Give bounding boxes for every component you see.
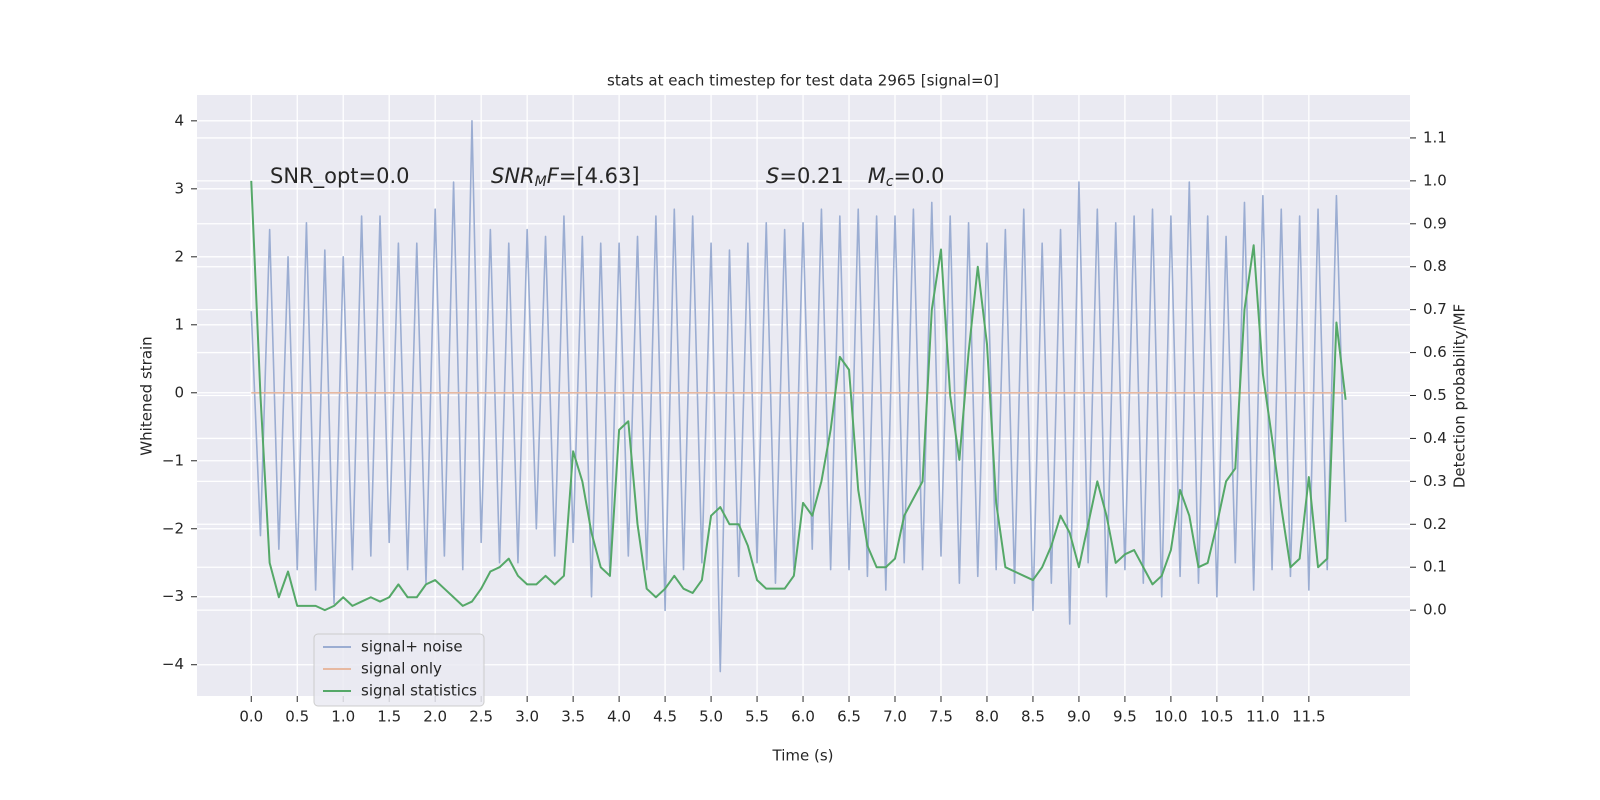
annotation-text: F <box>547 164 560 188</box>
y2-tick-label: 0.9 <box>1423 214 1447 232</box>
x-tick-label: 0.5 <box>285 708 309 726</box>
y2-tick-label: 1.0 <box>1423 171 1447 189</box>
chart-title: stats at each timestep for test data 296… <box>607 72 999 90</box>
y-axis-label: Whitened strain <box>138 336 156 455</box>
y2-tick-label: 0.2 <box>1423 515 1447 533</box>
x-tick-label: 4.5 <box>653 708 677 726</box>
x-tick-label: 11.0 <box>1246 708 1279 726</box>
annotation-text: =0.21 <box>779 164 843 188</box>
y-tick-label: −4 <box>162 655 184 673</box>
x-tick-label: 11.5 <box>1292 708 1325 726</box>
x-tick-label: 1.5 <box>377 708 401 726</box>
y-tick-label: 1 <box>174 315 184 333</box>
annotation: S=0.21 Mc=0.0 <box>766 164 945 190</box>
y2-tick-label: 0.5 <box>1423 386 1447 404</box>
x-tick-label: 7.5 <box>929 708 953 726</box>
y2-tick-label: 0.0 <box>1423 601 1447 619</box>
y2-tick-label: 0.8 <box>1423 257 1447 275</box>
y2-tick-label: 0.6 <box>1423 343 1447 361</box>
x-tick-label: 2.5 <box>469 708 493 726</box>
series-line <box>250 180 1347 612</box>
x-tick-label: 9.5 <box>1113 708 1137 726</box>
legend-label: signal only <box>361 660 442 678</box>
y2-tick-label: 0.1 <box>1423 558 1447 576</box>
x-tick-label: 0.0 <box>239 708 263 726</box>
x-tick-label: 3.5 <box>561 708 585 726</box>
y2-tick-label: 0.7 <box>1423 300 1447 318</box>
annotation-text: M <box>535 174 547 190</box>
y-tick-label: −2 <box>162 519 184 537</box>
legend-label: signal+ noise <box>361 638 463 656</box>
x-tick-label: 3.0 <box>515 708 539 726</box>
x-tick-label: 5.0 <box>699 708 723 726</box>
x-tick-label: 6.5 <box>837 708 861 726</box>
annotation-text: M <box>868 164 886 188</box>
annotation-text: =0.0 <box>894 164 945 188</box>
series-line <box>250 120 1347 673</box>
x-tick-label: 10.0 <box>1154 708 1187 726</box>
x-tick-label: 1.0 <box>331 708 355 726</box>
y2-tick-label: 0.4 <box>1423 429 1447 447</box>
x-tick-label: 10.5 <box>1200 708 1233 726</box>
x-tick-label: 4.0 <box>607 708 631 726</box>
annotation-text: SNR_opt=0.0 <box>270 164 410 189</box>
y2-tick-label: 1.1 <box>1423 128 1447 146</box>
y-tick-label: 4 <box>174 111 184 129</box>
annotation: SNRMF=[4.63] <box>491 164 640 190</box>
y-tick-label: 3 <box>174 179 184 197</box>
x-tick-label: 6.0 <box>791 708 815 726</box>
y-tick-label: −3 <box>162 587 184 605</box>
annotation: SNR_opt=0.0 <box>270 164 410 189</box>
x-tick-label: 8.0 <box>975 708 999 726</box>
x-tick-label: 7.0 <box>883 708 907 726</box>
y2-tick-label: 0.3 <box>1423 472 1447 490</box>
y-tick-label: −1 <box>162 451 184 469</box>
legend-label: signal statistics <box>361 682 477 700</box>
annotation-text: c <box>886 174 894 190</box>
annotation-text: S <box>766 164 779 188</box>
x-tick-label: 5.5 <box>745 708 769 726</box>
y-tick-label: 0 <box>174 383 184 401</box>
x-tick-label: 2.0 <box>423 708 447 726</box>
annotation-text: SNR <box>491 164 535 188</box>
x-tick-label: 8.5 <box>1021 708 1045 726</box>
legend-box <box>313 633 485 707</box>
x-axis-label: Time (s) <box>772 747 834 765</box>
y-tick-label: 2 <box>174 247 184 265</box>
y2-axis-label: Detection probability/MF <box>1451 304 1469 488</box>
x-tick-label: 9.0 <box>1067 708 1091 726</box>
annotation-text: =[4.63] <box>559 164 640 188</box>
